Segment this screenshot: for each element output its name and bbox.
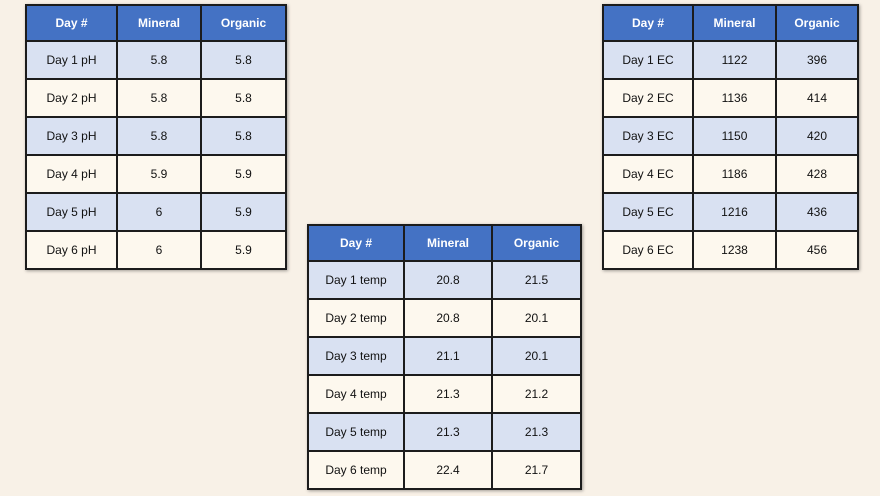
table-cell: Day 1 temp [307,260,405,300]
table-cell: 5.9 [116,154,202,194]
table-row: Day 4 temp 21.3 21.2 [307,374,582,414]
table-cell: Day 6 temp [307,450,405,490]
table-cell: 1136 [692,78,777,118]
table-cell: 21.3 [403,412,493,452]
table-cell: 22.4 [403,450,493,490]
table-row: Day 6 pH 6 5.9 [25,230,287,270]
table-row: Day 1 temp 20.8 21.5 [307,260,582,300]
table-row: Day 4 pH 5.9 5.9 [25,154,287,194]
header-cell: Mineral [403,224,493,262]
table-cell: 5.9 [200,154,287,194]
table-row: Day 5 EC 1216 436 [602,192,859,232]
table-cell: 5.8 [200,78,287,118]
table-cell: Day 6 pH [25,230,118,270]
table-cell: 21.2 [491,374,582,414]
table-row: Day 3 pH 5.8 5.8 [25,116,287,156]
table-cell: 420 [775,116,859,156]
table-cell: 414 [775,78,859,118]
header-row: Day # Mineral Organic [307,224,582,262]
table-cell: 436 [775,192,859,232]
table-row: Day 3 EC 1150 420 [602,116,859,156]
table-cell: 20.1 [491,298,582,338]
table-cell: 5.8 [200,116,287,156]
table-cell: Day 2 EC [602,78,694,118]
table-row: Day 5 pH 6 5.9 [25,192,287,232]
table-cell: 6 [116,192,202,232]
table-cell: 21.5 [491,260,582,300]
table-cell: Day 4 pH [25,154,118,194]
table-cell: Day 5 pH [25,192,118,232]
table-cell: 5.8 [116,40,202,80]
table-row: Day 2 pH 5.8 5.8 [25,78,287,118]
table-cell: 20.8 [403,298,493,338]
table-cell: 5.8 [116,78,202,118]
table-cell: 1150 [692,116,777,156]
header-cell: Organic [491,224,582,262]
table-cell: 1238 [692,230,777,270]
table-cell: 5.9 [200,230,287,270]
header-row: Day # Mineral Organic [25,4,287,42]
header-row: Day # Mineral Organic [602,4,859,42]
header-cell: Organic [775,4,859,42]
table-cell: 396 [775,40,859,80]
table-row: Day 2 EC 1136 414 [602,78,859,118]
table-cell: 6 [116,230,202,270]
table-cell: Day 4 temp [307,374,405,414]
table-cell: Day 2 pH [25,78,118,118]
table-row: Day 1 pH 5.8 5.8 [25,40,287,80]
table-cell: Day 6 EC [602,230,694,270]
table-cell: 5.8 [116,116,202,156]
table-row: Day 6 temp 22.4 21.7 [307,450,582,490]
table-cell: Day 2 temp [307,298,405,338]
table-row: Day 1 EC 1122 396 [602,40,859,80]
table-cell: Day 4 EC [602,154,694,194]
table-cell: 1216 [692,192,777,232]
header-cell: Organic [200,4,287,42]
table-cell: 20.8 [403,260,493,300]
table-cell: Day 1 EC [602,40,694,80]
header-cell: Day # [602,4,694,42]
table-row: Day 3 temp 21.1 20.1 [307,336,582,376]
table-cell: 21.1 [403,336,493,376]
table-cell: 21.3 [491,412,582,452]
table-cell: 456 [775,230,859,270]
table-cell: 21.3 [403,374,493,414]
table-cell: Day 3 EC [602,116,694,156]
table-cell: 5.9 [200,192,287,232]
data-table: Day # Mineral Organic Day 1 pH 5.8 5.8 Day 2 p… [25,4,287,270]
header-cell: Mineral [692,4,777,42]
header-cell: Mineral [116,4,202,42]
table-cell: Day 3 temp [307,336,405,376]
table-cell: Day 5 temp [307,412,405,452]
table-row: Day 2 temp 20.8 20.1 [307,298,582,338]
header-cell: Day # [25,4,118,42]
data-table: Day # Mineral Organic Day 1 temp 20.8 21.5 Day… [307,224,582,490]
table-cell: 1186 [692,154,777,194]
table-cell: Day 5 EC [602,192,694,232]
table-cell: Day 1 pH [25,40,118,80]
table-row: Day 6 EC 1238 456 [602,230,859,270]
table-cell: 5.8 [200,40,287,80]
table-row: Day 4 EC 1186 428 [602,154,859,194]
table-cell: Day 3 pH [25,116,118,156]
data-table: Day # Mineral Organic Day 1 EC 1122 396 Day 2 … [602,4,859,270]
table-cell: 21.7 [491,450,582,490]
header-cell: Day # [307,224,405,262]
table-cell: 1122 [692,40,777,80]
table-row: Day 5 temp 21.3 21.3 [307,412,582,452]
table-cell: 428 [775,154,859,194]
table-cell: 20.1 [491,336,582,376]
